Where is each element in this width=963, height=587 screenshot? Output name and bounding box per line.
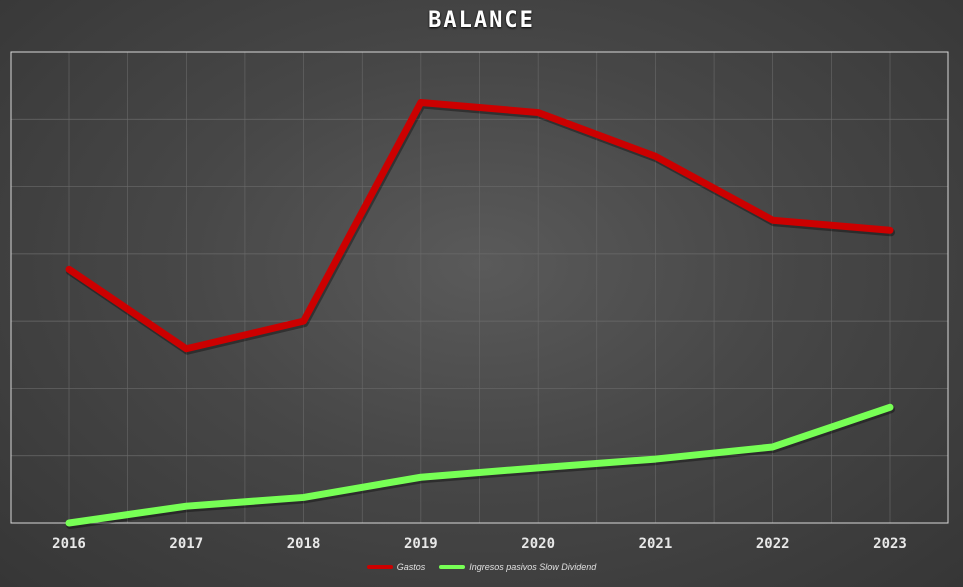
series-line-shadow bbox=[66, 100, 895, 355]
data-point bbox=[184, 504, 188, 508]
x-tick-label: 2019 bbox=[404, 536, 438, 552]
grid bbox=[11, 52, 948, 523]
plot-area-border bbox=[10, 51, 949, 524]
chart-title: BALANCE bbox=[428, 8, 535, 33]
x-tick-label: 2018 bbox=[287, 536, 321, 552]
data-point bbox=[771, 218, 775, 222]
data-point bbox=[184, 347, 188, 351]
series-line-2 bbox=[65, 403, 894, 527]
data-point bbox=[536, 466, 540, 470]
data-point bbox=[302, 319, 306, 323]
x-tick-label: 2017 bbox=[169, 536, 203, 552]
series-layer bbox=[65, 98, 895, 529]
data-point bbox=[67, 267, 71, 271]
data-point bbox=[771, 445, 775, 449]
data-point bbox=[888, 228, 892, 232]
legend-label: Gastos bbox=[396, 562, 426, 572]
legend-swatch bbox=[366, 565, 393, 569]
data-point bbox=[419, 100, 423, 104]
series-line-1 bbox=[65, 98, 894, 353]
data-point bbox=[888, 405, 892, 409]
data-point bbox=[536, 111, 540, 115]
data-point bbox=[653, 457, 657, 461]
x-tick-label: 2021 bbox=[639, 536, 673, 552]
x-tick-label: 2020 bbox=[521, 536, 555, 552]
legend-item: Gastos bbox=[366, 562, 426, 572]
legend-swatch bbox=[439, 565, 466, 569]
data-point bbox=[419, 475, 423, 479]
data-point bbox=[302, 495, 306, 499]
legend: Gastos Ingresos pasivos Slow Dividend bbox=[0, 562, 963, 572]
data-point bbox=[67, 521, 71, 525]
x-tick-label: 2022 bbox=[756, 536, 790, 552]
legend-label: Ingresos pasivos Slow Dividend bbox=[469, 562, 597, 572]
data-point bbox=[653, 154, 657, 158]
x-tick-label: 2023 bbox=[873, 536, 907, 552]
x-tick-label: 2016 bbox=[52, 536, 86, 552]
legend-item: Ingresos pasivos Slow Dividend bbox=[439, 562, 596, 572]
x-axis-tick-labels: 2016 2017 2018 2019 2020 2021 2022 2023 bbox=[52, 536, 907, 552]
